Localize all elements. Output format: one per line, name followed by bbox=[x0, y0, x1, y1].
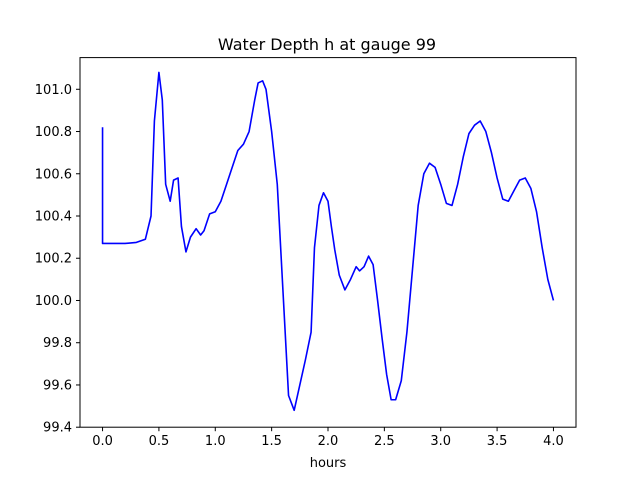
y-tick-label: 99.4 bbox=[43, 421, 72, 436]
plot-area bbox=[101, 71, 555, 412]
x-tick-label: 2.5 bbox=[374, 434, 395, 449]
y-axis: 99.4 99.6 99.8 100.0 100.2 100.4 100.6 100.8 101… bbox=[35, 83, 80, 436]
y-tick-label: 99.8 bbox=[43, 336, 72, 351]
y-tick-label: 100.0 bbox=[35, 294, 72, 309]
x-tick-label: 0.5 bbox=[149, 434, 170, 449]
x-axis-label: hours bbox=[310, 456, 347, 471]
chart-title: Water Depth h at gauge 99 bbox=[218, 35, 436, 54]
y-tick-label: 101.0 bbox=[35, 83, 72, 98]
x-axis: 0.0 0.5 1.0 1.5 2.0 2.5 3.0 3.5 4.0 bbox=[92, 427, 564, 449]
x-tick-label: 1.0 bbox=[205, 434, 226, 449]
x-tick-label: 3.0 bbox=[430, 434, 451, 449]
x-tick-label: 3.5 bbox=[487, 434, 508, 449]
y-tick-label: 100.4 bbox=[35, 210, 72, 225]
y-tick-label: 100.6 bbox=[35, 167, 72, 182]
series-line-0 bbox=[101, 71, 555, 412]
x-tick-label: 0.0 bbox=[92, 434, 113, 449]
x-tick-label: 1.5 bbox=[261, 434, 282, 449]
y-tick-label: 100.2 bbox=[35, 252, 72, 267]
x-tick-label: 2.0 bbox=[318, 434, 339, 449]
y-tick-label: 100.8 bbox=[35, 125, 72, 140]
x-tick-label: 4.0 bbox=[543, 434, 564, 449]
y-tick-label: 99.6 bbox=[43, 378, 72, 393]
